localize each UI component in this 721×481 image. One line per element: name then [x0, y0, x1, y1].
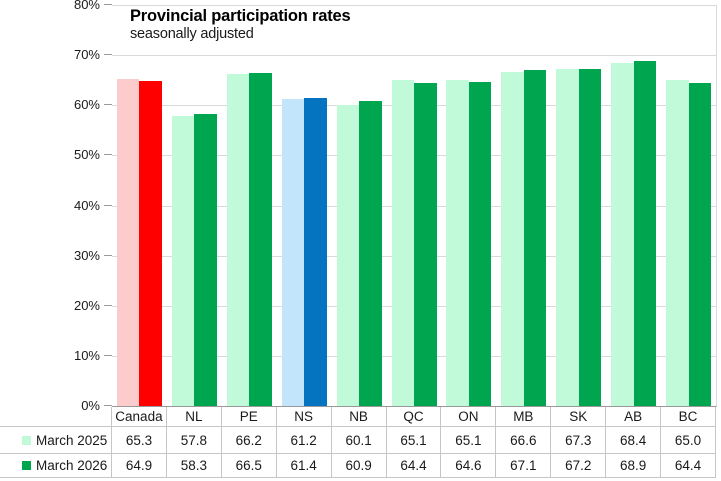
table-cell-march-2026-ns: 61.4 [276, 454, 332, 478]
gridline-70 [112, 55, 716, 57]
bar-march-2026-sk [578, 69, 602, 406]
bar-march-2026-pe [249, 72, 272, 406]
table-cell-march-2025-on: 65.1 [441, 427, 497, 454]
table-cell-march-2026-canada: 64.9 [112, 454, 167, 478]
bar-march-2025-mb [501, 72, 524, 406]
y-axis-tick-50 [104, 154, 112, 156]
y-axis-label-60: 60% [73, 97, 100, 113]
chart-subtitle: seasonally adjusted [130, 26, 254, 42]
y-axis-label-50: 50% [73, 147, 100, 163]
table-cell-march-2025-nb: 60.1 [331, 427, 387, 454]
y-axis-label-10: 10% [73, 347, 100, 363]
table-cell-march-2025-bc: 65.0 [661, 427, 716, 454]
table-cell-march-2026-nb: 60.9 [331, 454, 387, 478]
bar-march-2026-canada [139, 80, 162, 406]
gridline-80 [112, 5, 716, 6]
bar-march-2025-qc [391, 79, 414, 406]
table-header-mb: MB [496, 407, 552, 427]
y-axis-tick-20 [104, 304, 112, 306]
table-cell-march-2025-mb: 66.6 [496, 427, 552, 454]
title-block: Provincial participation rates seasonall… [130, 7, 351, 43]
bar-march-2026-bc [688, 83, 712, 406]
y-axis-label-40: 40% [73, 197, 100, 213]
table-cell-march-2025-pe: 66.2 [221, 427, 277, 454]
legend-item-march-2026: March 2026 [0, 454, 112, 478]
table-header-canada: Canada [112, 407, 167, 427]
bar-march-2025-nb [336, 104, 360, 406]
table-cell-march-2025-ab: 68.4 [606, 427, 662, 454]
y-axis-tick-0 [104, 405, 112, 406]
bar-march-2026-ns [304, 98, 327, 406]
table-header-nl: NL [166, 407, 222, 427]
chart-title: Provincial participation rates [130, 7, 351, 25]
legend-label-march-2026: March 2026 [36, 458, 108, 473]
table-cell-march-2025-canada: 65.3 [112, 427, 167, 454]
table-header-ns: NS [276, 407, 332, 427]
bar-march-2026-qc [414, 83, 437, 406]
table-cell-march-2025-qc: 65.1 [386, 427, 442, 454]
table-cell-march-2026-ab: 68.9 [606, 454, 662, 478]
y-axis-tick-40 [104, 204, 112, 206]
legend-label-march-2025: March 2025 [36, 432, 108, 448]
table-cell-march-2026-mb: 67.1 [496, 454, 552, 478]
bar-march-2025-sk [556, 68, 579, 406]
table-header-ab: AB [606, 407, 662, 427]
y-axis-tick-80 [104, 4, 112, 5]
y-axis-tick-60 [104, 104, 112, 106]
table-cell-march-2026-qc: 64.4 [386, 454, 442, 478]
table-cell-march-2026-nl: 58.3 [166, 454, 222, 478]
plot-area [112, 5, 717, 407]
legend-item-march-2025: March 2025 [0, 427, 112, 454]
legend-swatch-march-2026 [22, 461, 31, 470]
y-axis-label-70: 70% [73, 47, 100, 63]
table-header-sk: SK [551, 407, 607, 427]
table-corner-cell [0, 407, 112, 427]
table-cell-march-2026-sk: 67.2 [551, 454, 607, 478]
bar-march-2025-ns [281, 99, 305, 406]
legend-swatch-march-2025 [22, 435, 31, 445]
table-header-pe: PE [221, 407, 277, 427]
y-axis-tick-70 [104, 54, 112, 56]
table-cell-march-2025-sk: 67.3 [551, 427, 607, 454]
bar-march-2025-canada [116, 78, 140, 406]
bar-march-2025-nl [171, 116, 195, 406]
table-header-qc: QC [386, 407, 442, 427]
y-axis-label-0: 0% [81, 398, 100, 413]
bar-march-2025-on [446, 79, 469, 406]
table-cell-march-2025-nl: 57.8 [166, 427, 222, 454]
table-cell-march-2025-ns: 61.2 [276, 427, 332, 454]
bar-march-2026-ab [633, 60, 657, 406]
bar-march-2025-ab [611, 63, 634, 406]
bar-march-2026-nb [359, 100, 382, 406]
bar-march-2026-mb [523, 69, 547, 406]
bar-march-2025-pe [226, 74, 250, 406]
y-axis-label-80: 80% [73, 0, 100, 12]
table-cell-march-2026-bc: 64.4 [661, 454, 716, 478]
bar-march-2026-on [468, 82, 492, 406]
y-axis-label-20: 20% [73, 297, 100, 313]
table-cell-march-2026-pe: 66.5 [221, 454, 277, 478]
bar-march-2026-nl [194, 113, 217, 406]
table-header-on: ON [441, 407, 497, 427]
y-axis-tick-30 [104, 254, 112, 256]
y-axis-tick-10 [104, 354, 112, 356]
bar-march-2025-bc [666, 80, 689, 406]
table-header-nb: NB [331, 407, 387, 427]
table-header-bc: BC [661, 407, 716, 427]
data-table: Canada NL PE NS NB QC ON MB SK AB BC March 2025 65.3… [0, 407, 716, 478]
table-cell-march-2026-on: 64.6 [441, 454, 497, 478]
y-axis-label-30: 30% [73, 247, 100, 263]
